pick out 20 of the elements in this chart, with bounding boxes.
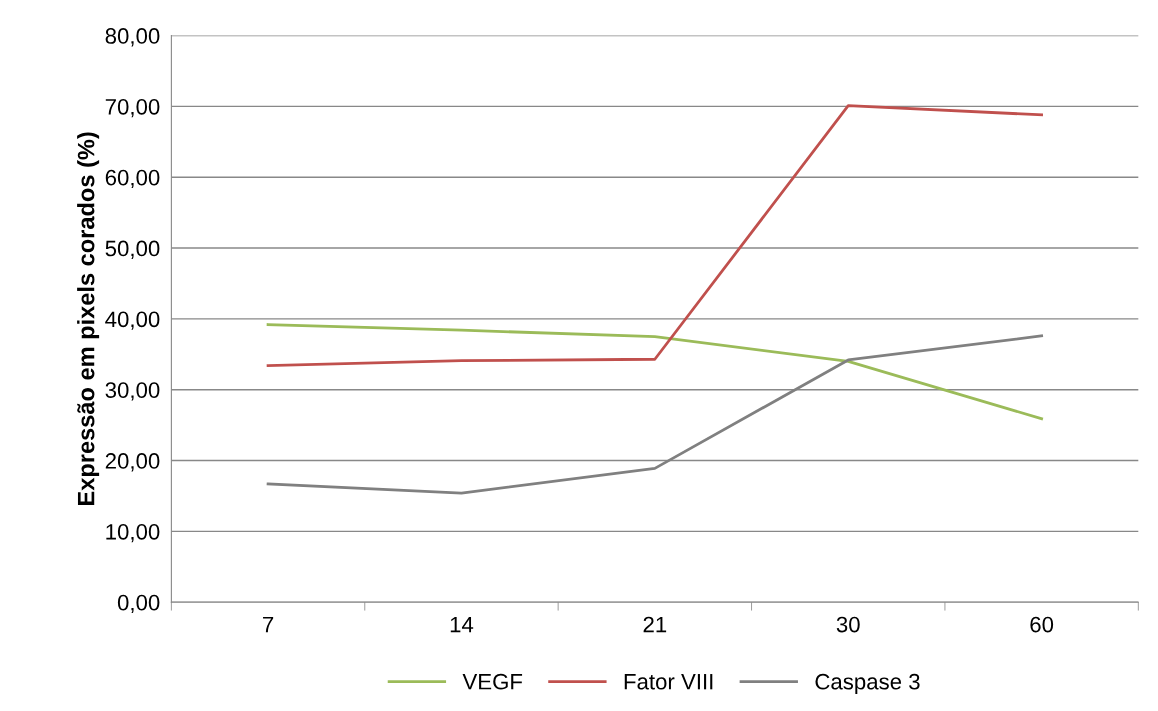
legend-label: Fator VIII — [624, 674, 713, 690]
y-tick-label: 60,00 — [105, 169, 160, 189]
x-tick-label: 21 — [643, 616, 667, 633]
legend-label: Caspase 3 — [815, 673, 920, 694]
y-tick-label: 0,00 — [117, 594, 160, 614]
y-axis-title: Expressão em pixels corados (%) — [77, 132, 100, 505]
y-tick-label: 30,00 — [105, 382, 160, 401]
y-tick-label: 50,00 — [105, 240, 160, 259]
line-series — [266, 323, 1044, 421]
legend-label: VEGF — [462, 673, 523, 690]
x-tick-label: 30 — [836, 616, 860, 633]
x-tick-label: 7 — [263, 616, 274, 633]
x-tick-label: 60 — [1030, 616, 1054, 633]
y-tick-label: 10,00 — [106, 523, 160, 543]
y-tick-label: 40,00 — [105, 311, 160, 330]
y-tick-label: 20,00 — [105, 453, 160, 472]
y-tick-label: 70,00 — [105, 98, 160, 118]
line-series — [266, 104, 1044, 368]
y-tick-label: 80,00 — [105, 28, 160, 47]
x-tick-label: 14 — [450, 616, 474, 633]
